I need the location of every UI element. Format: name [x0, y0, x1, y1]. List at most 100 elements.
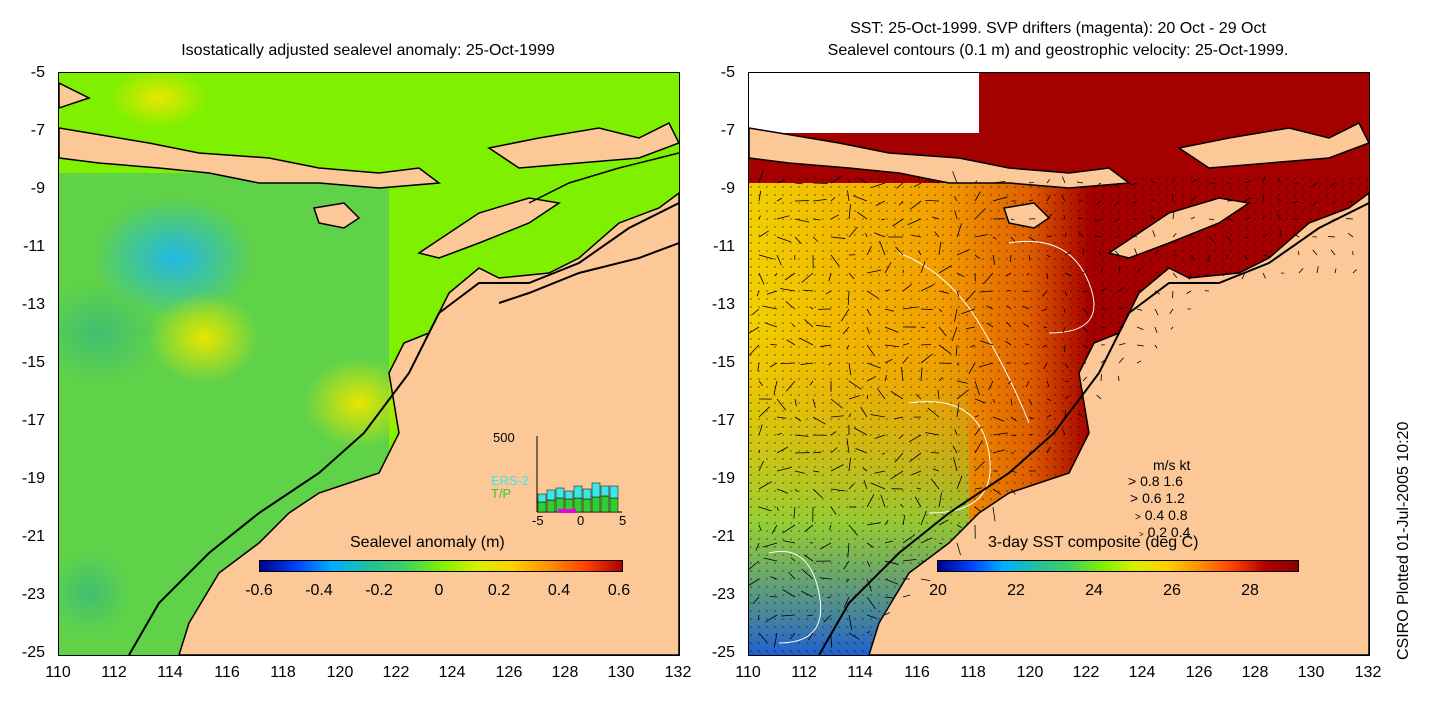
right-cbar-tick: 26 [1152, 582, 1192, 600]
right-xtick: 126 [1179, 664, 1219, 682]
right-cbar-tick: 24 [1074, 582, 1114, 600]
left-colorbar [259, 560, 623, 572]
right-chart-title: SST: 25-Oct-1999. SVP drifters (magenta)… [748, 20, 1368, 38]
left-xtick: 118 [263, 664, 303, 682]
right-xtick: 114 [840, 664, 880, 682]
inset-bar-tp [538, 502, 546, 512]
left-xtick: 110 [38, 664, 78, 682]
left-xtick: 116 [207, 664, 247, 682]
right-ytick: -11 [695, 238, 735, 256]
right-xtick: 122 [1066, 664, 1106, 682]
left-colorbar-label: Sealevel anomaly (m) [350, 534, 505, 552]
inset-bar-ers2 [547, 490, 555, 500]
plotted-stamp: CSIRO Plotted 01-Jul-2005 10:20 [1395, 422, 1413, 660]
left-cbar-tick: -0.6 [239, 582, 279, 600]
left-xtick: 122 [376, 664, 416, 682]
vector-key-header: m/s kt [1153, 457, 1190, 473]
inset-bar-ers2 [574, 486, 582, 498]
vector-key-row: > 0.8 1.6 [1128, 473, 1183, 489]
left-cbar-tick: 0.4 [539, 582, 579, 600]
right-cbar-tick: 28 [1230, 582, 1270, 600]
left-ytick: -7 [5, 122, 45, 140]
inset-bar-tp [583, 499, 591, 512]
inset-bar-ers2 [610, 486, 618, 498]
vector-key-value: 0.4 0.8 [1145, 507, 1188, 523]
right-chart-subtitle: Sealevel contours (0.1 m) and geostrophi… [748, 42, 1368, 60]
left-ytick: -21 [5, 528, 45, 546]
right-ytick: -23 [695, 586, 735, 604]
right-ytick: -9 [695, 180, 735, 198]
left-cbar-tick: -0.2 [359, 582, 399, 600]
vector-key-row: > 0.6 1.2 [1130, 490, 1185, 506]
left-xtick: 124 [432, 664, 472, 682]
right-xtick: 132 [1348, 664, 1388, 682]
velocity-vector [1155, 272, 1158, 273]
left-ytick: -15 [5, 354, 45, 372]
inset-xtick: -5 [532, 513, 544, 528]
right-xtick: 118 [953, 664, 993, 682]
right-xtick: 110 [728, 664, 768, 682]
right-xtick: 128 [1235, 664, 1275, 682]
velocity-vector [1328, 236, 1335, 237]
left-ytick: -5 [5, 64, 45, 82]
right-xtick: 116 [897, 664, 937, 682]
velocity-vector [1172, 291, 1173, 298]
vector-key-value: 0.6 1.2 [1142, 490, 1185, 506]
right-ytick: -21 [695, 528, 735, 546]
inset-ytop-label: 500 [493, 430, 515, 445]
right-ytick: -25 [695, 644, 735, 662]
velocity-vector [770, 596, 777, 597]
right-xtick: 112 [784, 664, 824, 682]
velocity-vector [1029, 434, 1033, 435]
left-xtick: 112 [94, 664, 134, 682]
right-ytick: -15 [695, 354, 735, 372]
inset-bar-ers2 [565, 491, 573, 499]
left-chart-title: Isostatically adjusted sealevel anomaly:… [58, 42, 678, 60]
vector-key-value: 0.8 1.6 [1140, 473, 1183, 489]
inset-xtick: 0 [577, 513, 584, 528]
left-xtick: 120 [320, 664, 360, 682]
right-ytick: -19 [695, 470, 735, 488]
left-ytick: -13 [5, 296, 45, 314]
left-ytick: -19 [5, 470, 45, 488]
left-xtick: 126 [489, 664, 529, 682]
inset-bar-tp [601, 496, 609, 512]
right-ytick: -7 [695, 122, 735, 140]
velocity-vector [771, 344, 777, 345]
left-cbar-tick: 0.2 [479, 582, 519, 600]
right-colorbar-label: 3-day SST composite (deg C) [988, 534, 1198, 552]
inset-series-tp: T/P [491, 486, 511, 501]
vector-arrow-icon: > [1135, 512, 1141, 523]
inset-bar-ers2 [601, 486, 609, 496]
right-ytick: -17 [695, 412, 735, 430]
inset-bar-tp [592, 497, 600, 512]
inset-bar-tp [610, 498, 618, 512]
inset-bar-ers2 [556, 488, 564, 498]
vector-arrow-icon: > [1130, 490, 1138, 506]
vector-key-row: > 0.4 0.8 [1135, 507, 1188, 523]
left-ytick: -9 [5, 180, 45, 198]
velocity-vector [831, 633, 832, 648]
right-xtick: 130 [1291, 664, 1331, 682]
right-colorbar [937, 560, 1299, 572]
left-cbar-tick: 0.6 [599, 582, 639, 600]
left-xtick: 132 [658, 664, 698, 682]
left-xtick: 114 [150, 664, 190, 682]
inset-bar-ers2 [592, 483, 600, 497]
left-cbar-tick: -0.4 [299, 582, 339, 600]
inset-xtick: 5 [619, 513, 626, 528]
inset-bar-ers2 [538, 494, 546, 502]
velocity-vector [1280, 230, 1281, 237]
left-ytick: -17 [5, 412, 45, 430]
right-cbar-tick: 20 [918, 582, 958, 600]
inset-histogram-svg [532, 436, 627, 516]
left-ytick: -11 [5, 238, 45, 256]
right-ytick: -5 [695, 64, 735, 82]
left-cbar-tick: 0 [419, 582, 459, 600]
inset-bar-ers2 [583, 489, 591, 499]
right-cbar-tick: 22 [996, 582, 1036, 600]
velocity-vector [759, 450, 760, 453]
right-xtick: 124 [1122, 664, 1162, 682]
inset-bar-tp [547, 500, 555, 512]
left-ytick: -25 [5, 644, 45, 662]
